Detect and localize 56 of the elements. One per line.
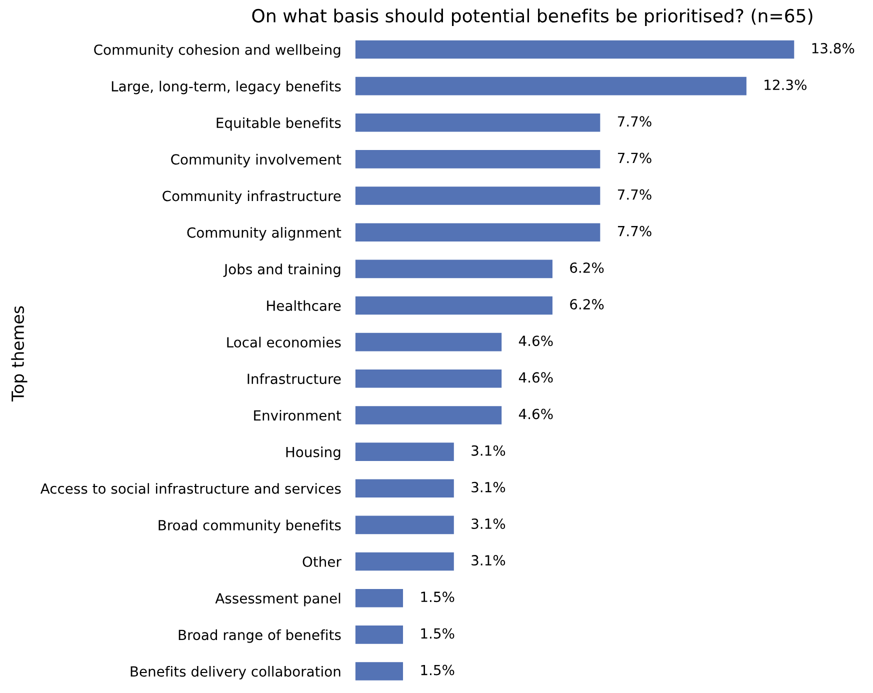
y-tick-label: Community alignment	[187, 227, 342, 241]
y-tick-label: Infrastructure	[248, 373, 341, 384]
bar	[355, 662, 404, 680]
y-tick-label: Benefits delivery collaboration	[130, 666, 340, 680]
data-label: 7.7%	[618, 116, 652, 127]
bar	[355, 516, 454, 534]
data-label: 4.6%	[518, 408, 553, 420]
y-tick-label: Community cohesion and wellbeing	[94, 44, 340, 58]
y-tick-label: Assessment panel	[215, 592, 340, 606]
bar	[355, 113, 600, 132]
data-label: 12.3%	[764, 80, 806, 90]
y-tick-label: Broad community benefits	[158, 520, 341, 534]
data-label: 3.1%	[472, 555, 506, 566]
bar	[355, 479, 454, 498]
data-label: 6.2%	[570, 262, 604, 273]
y-tick-label: Large, long-term, legacy benefits	[112, 80, 341, 94]
y-tick-label: Broad range of benefits	[178, 629, 341, 643]
data-label: 7.7%	[618, 189, 652, 200]
y-tick-label: Community involvement	[171, 154, 342, 168]
data-label: 7.7%	[618, 152, 652, 164]
bar	[355, 260, 552, 278]
bar	[355, 76, 746, 96]
bar	[355, 150, 600, 168]
bar	[355, 370, 502, 388]
data-label: 3.1%	[472, 518, 506, 529]
bar	[355, 223, 600, 242]
data-label: 6.2%	[570, 299, 604, 310]
chart-title: On what basis should potential benefits be prioritised? (n=65)	[252, 8, 812, 26]
y-tick-label: Community infrastructure	[162, 190, 341, 204]
bar	[355, 406, 502, 424]
data-label: 4.6%	[518, 372, 553, 383]
data-label: 1.5%	[421, 592, 454, 602]
data-label: 1.5%	[421, 664, 454, 676]
data-label: 7.7%	[618, 226, 652, 236]
y-tick-label: Equitable benefits	[216, 117, 341, 131]
bar	[355, 332, 502, 352]
y-tick-label: Access to social infrastructure and services	[40, 483, 341, 494]
y-tick-label: Local economies	[227, 336, 341, 348]
bar	[355, 442, 454, 461]
bar	[355, 40, 794, 59]
y-tick-label: Environment	[254, 410, 342, 421]
y-tick-label: Healthcare	[267, 300, 341, 311]
bar	[355, 186, 600, 205]
data-label: 3.1%	[472, 445, 506, 456]
data-label: 3.1%	[472, 482, 506, 492]
bar	[355, 626, 404, 644]
y-tick-label: Jobs and training	[223, 264, 340, 278]
y-axis-title: Top themes	[11, 306, 28, 402]
bar	[355, 552, 454, 571]
bar	[355, 588, 404, 608]
data-label: 13.8%	[812, 42, 854, 54]
y-tick-label: Housing	[286, 446, 340, 460]
y-tick-label: Other	[302, 556, 342, 567]
data-label: 4.6%	[518, 336, 553, 346]
data-label: 1.5%	[421, 628, 454, 639]
bar	[355, 296, 552, 315]
